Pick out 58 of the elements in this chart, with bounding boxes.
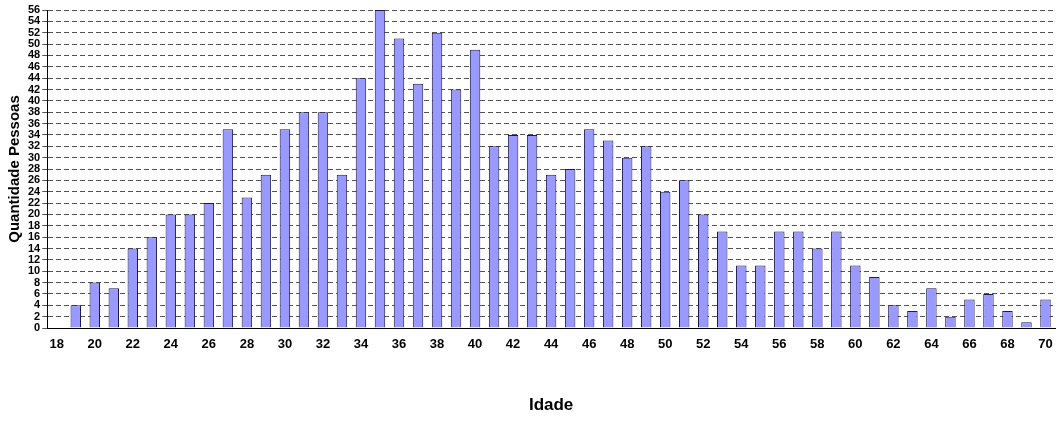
x-tick-label: 44 <box>543 336 560 352</box>
x-tick-label: 28 <box>239 336 255 352</box>
y-tick-label: 34 <box>27 127 42 140</box>
x-tick-label: 54 <box>734 336 750 352</box>
y-tick-label: 54 <box>27 14 42 27</box>
y-tick-label: 10 <box>27 264 41 277</box>
x-tick-label: 30 <box>277 336 293 352</box>
x-tick-label: 46 <box>581 336 597 352</box>
y-tick-label: 0 <box>34 321 41 334</box>
y-tick-label: 14 <box>27 241 42 254</box>
x-tick-label: 60 <box>848 336 863 352</box>
x-tick-label: 42 <box>505 336 521 352</box>
x-tick-label: 50 <box>657 336 673 352</box>
x-tick-label: 66 <box>962 336 977 352</box>
y-tick-label: 48 <box>27 48 41 61</box>
x-tick-label: 24 <box>163 336 179 352</box>
y-tick-label: 38 <box>27 105 41 118</box>
x-tick-label: 40 <box>467 336 483 352</box>
x-tick-label: 68 <box>1000 336 1015 352</box>
x-tick-label: 70 <box>1038 336 1053 352</box>
y-tick-label: 6 <box>34 286 41 299</box>
y-tick-label: 42 <box>27 82 41 95</box>
x-tick-label: 34 <box>353 336 369 352</box>
x-tick-label: 56 <box>772 336 787 352</box>
y-tick-label: 22 <box>27 196 41 209</box>
y-tick-label: 28 <box>27 162 41 175</box>
x-tick-label: 52 <box>696 336 711 352</box>
y-tick-label: 12 <box>27 252 41 265</box>
y-tick-label: 24 <box>27 184 42 197</box>
y-tick-label: 2 <box>34 309 41 322</box>
y-tick-label: 8 <box>34 275 41 288</box>
x-tick-label: 62 <box>886 336 901 352</box>
x-tick-label: 22 <box>125 336 141 352</box>
y-tick-label: 46 <box>27 59 41 72</box>
y-axis-title: Quantidade Pessoas <box>5 95 23 243</box>
y-tick-label: 52 <box>27 25 41 38</box>
x-axis-title: Idade <box>528 395 574 415</box>
y-tick-label: 16 <box>27 230 41 243</box>
y-tick-label: 40 <box>27 93 41 106</box>
y-tick-label: 4 <box>34 298 42 311</box>
y-tick-label: 56 <box>27 3 41 16</box>
x-tick-label: 18 <box>49 336 64 352</box>
x-tick-label: 32 <box>315 336 331 352</box>
y-tick-label: 32 <box>27 139 41 152</box>
x-tick-label: 48 <box>619 336 635 352</box>
y-tick-label: 18 <box>27 218 41 231</box>
x-tick-label: 36 <box>391 336 407 352</box>
x-tick-label: 26 <box>201 336 217 352</box>
x-tick-label: 20 <box>87 336 103 352</box>
x-tick-label: 64 <box>924 336 940 352</box>
x-tick-label: 38 <box>429 336 445 352</box>
y-tick-label: 26 <box>27 173 41 186</box>
y-tick-label: 44 <box>27 71 42 84</box>
y-tick-label: 30 <box>27 150 41 163</box>
y-tick-label: 50 <box>27 37 41 50</box>
y-tick-label: 20 <box>27 207 41 220</box>
x-tick-label: 58 <box>810 336 825 352</box>
y-tick-label: 36 <box>27 116 41 129</box>
